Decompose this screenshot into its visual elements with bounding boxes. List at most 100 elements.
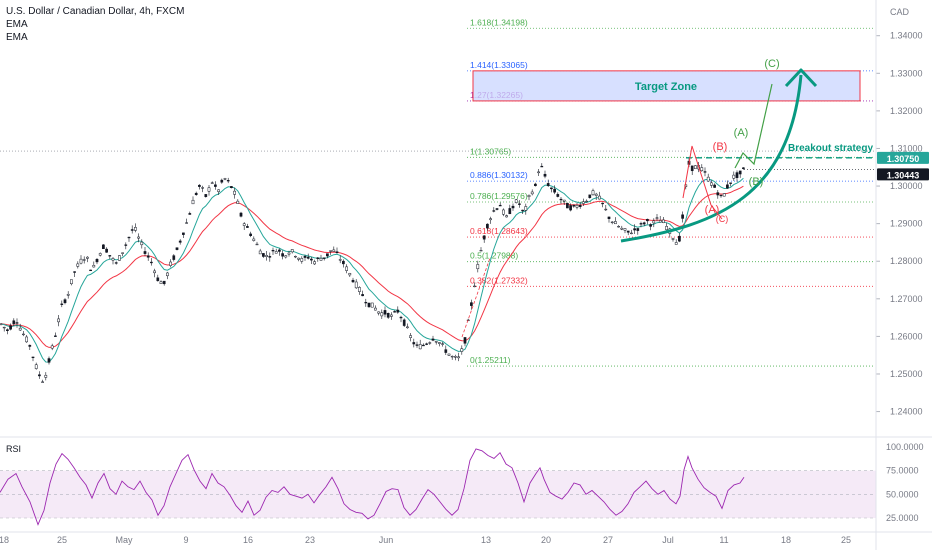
wave-path-green xyxy=(734,83,773,169)
ema-slow-line xyxy=(0,185,744,348)
candle-body xyxy=(735,172,739,178)
candle-body xyxy=(722,193,726,197)
candle-body xyxy=(31,356,35,359)
candle-body xyxy=(191,199,195,205)
candle-body xyxy=(220,179,224,183)
candle-body xyxy=(674,242,678,245)
candle-body xyxy=(70,279,73,285)
candle-body xyxy=(278,249,281,252)
wave-label: (C) xyxy=(716,214,729,224)
candle-body xyxy=(38,374,41,377)
candle-body xyxy=(166,272,169,277)
candle-body xyxy=(281,253,284,257)
candle-body xyxy=(678,235,681,242)
annotations: Breakout strategy 1.30750 1.30443 (A) (B) (C)… xyxy=(461,58,929,338)
fib-level-label: 1.618(1.34198) xyxy=(470,17,528,27)
candle-body xyxy=(639,223,643,225)
candle-body xyxy=(425,343,428,345)
candle-body xyxy=(159,281,163,284)
currency-label: CAD xyxy=(890,7,910,17)
time-tick-label: 16 xyxy=(243,535,253,545)
candle-body xyxy=(114,262,118,264)
candle-body xyxy=(594,193,598,196)
candle-body xyxy=(137,236,140,239)
candle-body xyxy=(572,204,576,207)
price-tick-label: 1.27000 xyxy=(890,294,923,304)
candle-body xyxy=(9,325,12,330)
ema-indicator-2[interactable]: EMA xyxy=(6,32,28,43)
candle-body xyxy=(60,303,64,305)
candle-body xyxy=(658,220,662,223)
time-tick-label: 9 xyxy=(183,535,188,545)
ema-indicator-1[interactable]: EMA xyxy=(6,19,28,30)
candle-body xyxy=(188,213,192,215)
candle-body xyxy=(492,210,496,212)
candle-body xyxy=(386,312,390,318)
candle-body xyxy=(223,178,227,180)
candle-body xyxy=(297,257,300,260)
candle-body xyxy=(178,240,182,243)
candle-body xyxy=(354,281,358,289)
candle-body xyxy=(57,318,60,323)
symbol-title[interactable]: U.S. Dollar / Canadian Dollar, 4h, FXCM xyxy=(6,6,185,17)
candle-body xyxy=(415,344,419,346)
candle-body xyxy=(374,307,377,311)
candle-body xyxy=(482,235,486,240)
time-tick-label: 13 xyxy=(481,535,491,545)
candle-body xyxy=(546,183,550,186)
rsi-tick-label: 100.0000 xyxy=(886,442,924,452)
candle-body xyxy=(508,208,512,215)
candle-body xyxy=(383,310,387,315)
candle-body xyxy=(230,186,233,189)
candle-body xyxy=(626,230,630,233)
candle-body xyxy=(89,269,92,272)
candle-body xyxy=(489,218,492,221)
candles xyxy=(0,156,745,383)
candle-body xyxy=(118,255,121,261)
candle-body xyxy=(175,247,179,250)
candle-body xyxy=(524,206,528,211)
candle-body xyxy=(377,311,380,314)
candle-body xyxy=(326,253,329,257)
candle-body xyxy=(607,216,611,219)
candle-body xyxy=(345,266,348,271)
price-tick-label: 1.28000 xyxy=(890,256,923,266)
rsi-tick-label: 50.0000 xyxy=(886,489,919,499)
candle-body xyxy=(332,249,336,252)
candle-body xyxy=(322,257,326,259)
candle-body xyxy=(620,227,624,230)
candle-body xyxy=(239,212,243,217)
candle-body xyxy=(623,228,627,231)
candle-body xyxy=(719,194,723,197)
projection-curve xyxy=(620,74,803,243)
candle-body xyxy=(102,244,105,250)
candle-body xyxy=(262,253,265,257)
candle-body xyxy=(495,208,499,210)
candle-body xyxy=(342,260,345,265)
candle-body xyxy=(236,200,240,204)
candle-body xyxy=(255,243,259,246)
candle-body xyxy=(12,320,16,325)
candle-body xyxy=(598,195,601,200)
fib-retracement-diagonal xyxy=(461,257,491,338)
candle-body xyxy=(550,187,553,190)
candle-body xyxy=(588,194,592,198)
candle-body xyxy=(604,208,608,211)
candle-body xyxy=(642,222,646,225)
candle-body xyxy=(63,299,67,304)
candle-body xyxy=(15,322,19,324)
candle-body xyxy=(130,229,134,231)
candle-body xyxy=(457,356,460,359)
candle-body xyxy=(418,344,422,350)
last-price-text: 1.30443 xyxy=(887,170,920,180)
candle-body xyxy=(591,190,595,196)
candle-body xyxy=(553,188,556,193)
fib-level-label: 0.886(1.30132) xyxy=(470,170,528,180)
candle-body xyxy=(265,255,268,257)
candle-body xyxy=(406,326,409,329)
candle-body xyxy=(662,219,665,224)
candle-body xyxy=(636,228,640,231)
candle-body xyxy=(562,199,566,202)
